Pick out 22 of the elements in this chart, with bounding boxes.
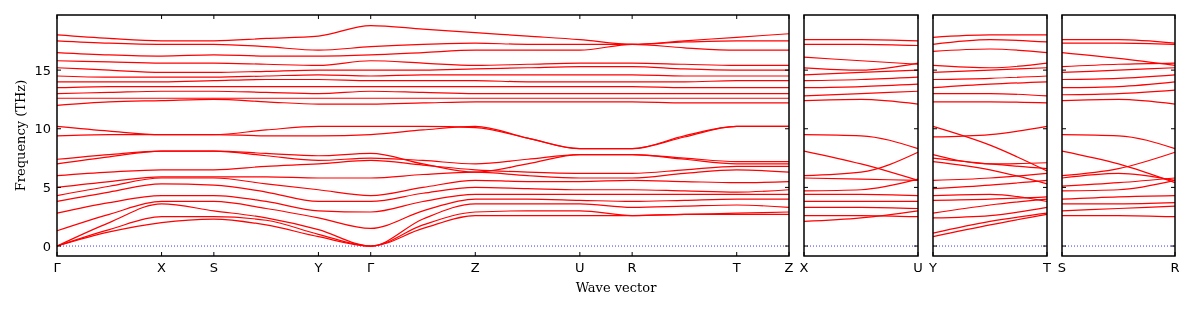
- y-tick-label: 5: [42, 179, 51, 195]
- x-tick-label: Z: [470, 260, 480, 275]
- x-tick-label: T: [731, 260, 741, 275]
- y-tick-label: 10: [34, 121, 51, 137]
- x-tick-label: Γ: [367, 260, 376, 275]
- y-tick-label: 0: [42, 238, 51, 254]
- x-tick-label: Z: [784, 260, 794, 275]
- x-tick-label: U: [575, 260, 585, 275]
- x-tick-label: T: [1042, 260, 1052, 275]
- x-tick-label: Γ: [53, 260, 62, 275]
- x-tick-label: S: [1057, 260, 1067, 275]
- x-tick-label: U: [913, 260, 923, 275]
- x-tick-label: X: [799, 260, 809, 275]
- x-tick-label: X: [157, 260, 167, 275]
- y-tick-label: 15: [34, 62, 51, 78]
- x-tick-label: S: [209, 260, 218, 275]
- y-axis-title: Frequency (THz): [13, 79, 28, 192]
- x-axis-title: Wave vector: [575, 280, 658, 295]
- x-tick-label: R: [627, 260, 637, 275]
- x-tick-label: R: [1170, 260, 1180, 275]
- x-tick-label: Y: [313, 260, 323, 275]
- x-tick-label: Y: [928, 260, 938, 275]
